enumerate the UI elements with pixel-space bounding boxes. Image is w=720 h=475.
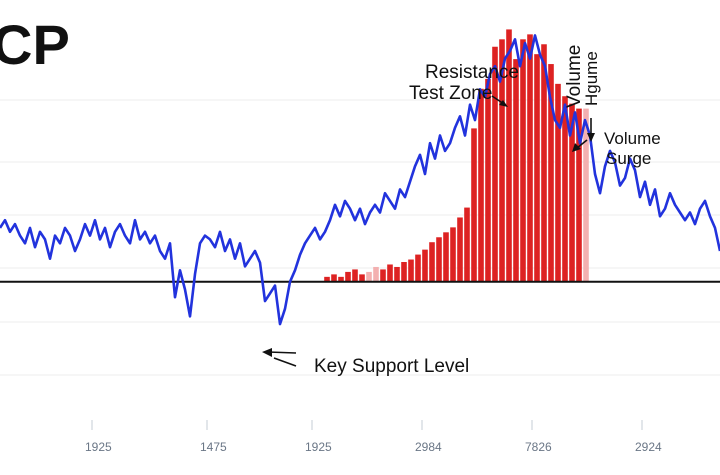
volume-bar	[324, 276, 330, 282]
volume-bar	[415, 254, 421, 282]
support-level-label: Key Support Level	[314, 356, 469, 377]
volume-bar	[401, 262, 407, 282]
volume-bar	[555, 83, 561, 282]
volume-bars	[324, 29, 589, 282]
volume-bar	[380, 269, 386, 282]
x-axis: 1925 1475 1925 2984 7826 2924	[85, 420, 662, 454]
volume-bar	[338, 276, 344, 282]
volume-bar	[506, 29, 512, 282]
volume-bar	[513, 59, 519, 282]
support-arrow-lower	[273, 357, 297, 367]
volume-bar	[478, 88, 484, 282]
annotation-volume-vertical-line2: Hgume	[582, 51, 601, 106]
x-tick-label: 2984	[415, 440, 442, 454]
annotation-resistance-arrowhead	[499, 100, 508, 107]
price-line	[0, 34, 720, 326]
volume-bar	[373, 266, 379, 282]
annotation-volume-vertical-line1: Volume	[564, 45, 585, 108]
volume-bar	[345, 271, 351, 282]
volume-bar	[583, 108, 589, 282]
grid	[0, 99, 720, 376]
annotation-volume-surge-arrowhead	[572, 143, 581, 152]
annotation-volume-surge: Volume Surge	[572, 129, 661, 168]
volume-bar	[464, 207, 470, 282]
volume-bar	[352, 269, 358, 282]
volume-bar	[492, 46, 498, 282]
volume-bar	[541, 44, 547, 282]
volume-bar	[457, 217, 463, 282]
volume-bar	[331, 274, 337, 282]
annotation-volume-surge-line2: Surge	[606, 149, 651, 168]
annotation-resistance-line2: Test Zone	[409, 83, 492, 104]
volume-bar	[534, 54, 540, 282]
x-tick-label: 7826	[525, 440, 552, 454]
x-tick-label: 1475	[200, 440, 227, 454]
volume-bar	[527, 34, 533, 282]
volume-bar	[394, 266, 400, 282]
support-arrowhead	[262, 348, 272, 357]
volume-bar	[422, 249, 428, 282]
x-tick-label: 1925	[305, 440, 332, 454]
volume-bar	[387, 264, 393, 282]
annotation-volume-vertical-arrowhead	[587, 133, 595, 142]
volume-bar	[569, 103, 575, 282]
annotation-volume-surge-line1: Volume	[604, 129, 661, 148]
annotation-volume-vertical: Volume Hgume	[564, 45, 601, 142]
volume-bar	[366, 271, 372, 282]
support-arrow-upper	[267, 351, 297, 354]
volume-bar	[485, 78, 491, 282]
chart-title: CP	[0, 13, 70, 76]
volume-bar	[471, 128, 477, 282]
volume-bar	[429, 242, 435, 282]
annotation-resistance-line1: Resistance	[425, 62, 519, 83]
annotation-support: Key Support Level	[262, 348, 469, 377]
annotation-resistance: Resistance Test Zone	[409, 62, 519, 107]
volume-bar	[408, 259, 414, 282]
volume-bar	[499, 39, 505, 282]
volume-bar	[562, 96, 568, 282]
x-tick-label: 1925	[85, 440, 112, 454]
volume-bar	[576, 108, 582, 282]
annotation-volume-surge-arrow	[576, 139, 588, 149]
volume-bar	[548, 64, 554, 282]
volume-bar	[520, 39, 526, 282]
x-tick-label: 2924	[635, 440, 662, 454]
volume-bar	[443, 232, 449, 282]
volume-bar	[450, 227, 456, 282]
volume-bar	[359, 274, 365, 282]
volume-bar	[436, 237, 442, 282]
